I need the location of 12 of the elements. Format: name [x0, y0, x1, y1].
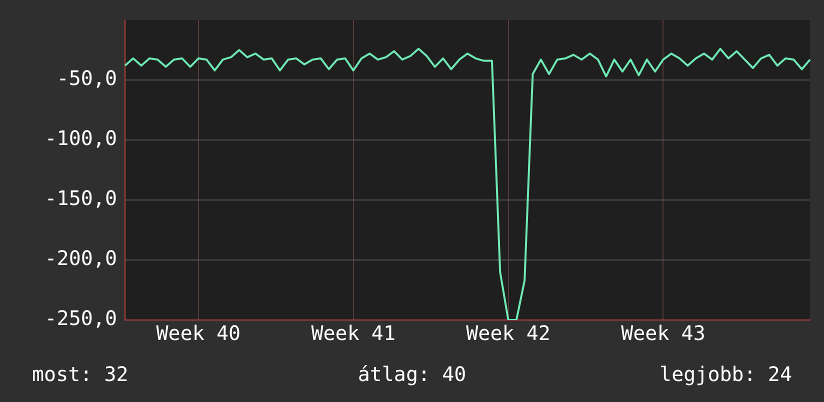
- y-tick-label: -250,0: [44, 306, 117, 330]
- text: most: 32: [32, 362, 128, 386]
- x-tick-label: Week 40: [156, 321, 241, 346]
- y-tick-label: -100,0: [44, 126, 117, 150]
- x-tick-label: Week 41: [311, 321, 396, 346]
- x-tick-label: Week 43: [621, 321, 706, 346]
- y-tick-label: -150,0: [44, 186, 117, 210]
- x-tick-label: Week 42: [466, 321, 550, 346]
- y-tick-label: -200,0: [44, 246, 117, 270]
- y-tick-label: -50,0: [56, 66, 117, 90]
- text: legjobb: 24: [660, 362, 792, 386]
- text: átlag: 40: [358, 362, 466, 386]
